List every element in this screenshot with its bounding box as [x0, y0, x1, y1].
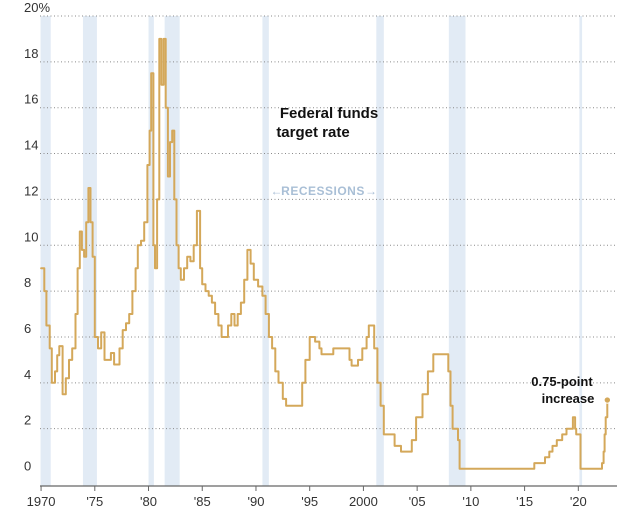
y-tick-label: 12: [24, 183, 38, 198]
x-tick-label: '20: [570, 494, 587, 509]
x-tick-label: '90: [247, 494, 264, 509]
recession-arrow-right: →: [365, 184, 378, 198]
y-tick-label: 2: [24, 413, 31, 428]
x-tick-label: 2000: [349, 494, 378, 509]
recession-band: [376, 16, 384, 486]
chart-title: Federal funds: [280, 105, 378, 122]
series-layer: [40, 37, 612, 470]
latest-point-marker: [603, 396, 612, 404]
y-tick-label: 18: [24, 46, 38, 61]
x-axis: 1970 '75 '80 '85 '90 '95 2000 '05 '10 '15 '20: [27, 485, 617, 509]
y-tick-label: 0: [24, 459, 31, 474]
recession-band: [82, 16, 97, 486]
x-tick-label: '10: [462, 494, 479, 509]
y-tick-label: 10: [24, 229, 38, 244]
x-tick-label: '85: [194, 494, 211, 509]
annotation-line1: 0.75-point: [531, 374, 593, 389]
recessions-label: RECESSIONS: [281, 184, 365, 198]
x-tick-label: '95: [301, 494, 318, 509]
y-tick-label: 14: [24, 138, 38, 153]
chart-title-line2: target rate: [276, 124, 349, 141]
x-tick-label: 1970: [27, 494, 56, 509]
y-tick-label: 16: [24, 92, 38, 107]
recession-bands: [40, 16, 583, 486]
x-tick-label: '80: [140, 494, 157, 509]
y-tick-label: 8: [24, 275, 31, 290]
recession-band: [40, 16, 51, 486]
x-tick-label: '75: [86, 494, 103, 509]
recession-band: [448, 16, 466, 486]
recession-band: [148, 16, 154, 486]
y-tick-label: 20%: [24, 0, 50, 15]
y-tick-label: 4: [24, 367, 31, 382]
y-tick-label: 6: [24, 321, 31, 336]
y-gridlines: 0 2 4 6 8 10 12 14 16 18 20%: [24, 0, 617, 474]
recession-band: [262, 16, 269, 486]
recession-band: [164, 16, 180, 486]
recession-arrow-left: ←: [271, 184, 284, 198]
recession-band: [579, 16, 583, 486]
x-tick-label: '15: [516, 494, 533, 509]
x-tick-label: '05: [409, 494, 426, 509]
annotation-line2: increase: [542, 391, 595, 406]
series-line: [40, 37, 609, 470]
